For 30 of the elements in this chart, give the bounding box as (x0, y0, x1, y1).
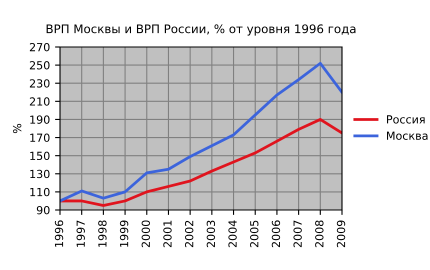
x-tick-label: 2002 (184, 220, 194, 248)
y-tick-label: 250 (30, 61, 50, 70)
line-series (60, 118, 342, 207)
y-tick-label: 90 (36, 206, 50, 214)
y-tick-label: 210 (30, 97, 50, 106)
x-tick-label: 1998 (98, 220, 107, 247)
y-tick-label: 150 (30, 152, 50, 160)
y-tick-label: 170 (30, 134, 50, 142)
x-tick-label: 2006 (272, 220, 280, 248)
x-tick-label: 2003 (206, 220, 216, 248)
x-tick-label: 2001 (163, 220, 172, 248)
y-tick-label: 110 (30, 188, 50, 196)
y-tick-label: 270 (30, 42, 50, 52)
x-tick-label: 2009 (336, 220, 346, 248)
x-tick-label: 2008 (315, 220, 324, 248)
legend-label: Москва (387, 132, 428, 140)
y-tick-label: 230 (30, 79, 50, 88)
legend-label: Россия (387, 115, 425, 124)
x-tick-label: 1997 (76, 220, 85, 247)
y-tick-label: 130 (30, 170, 50, 178)
x-tick-label: 1996 (54, 220, 64, 247)
x-tick-label: 1999 (120, 220, 128, 247)
chart-title: ВРП Москвы и ВРП России, % от уровня 1996 года (46, 24, 356, 36)
y-axis-title: % (12, 124, 22, 134)
x-tick-label: 2000 (142, 220, 150, 248)
x-tick-label: 2005 (250, 220, 258, 248)
x-tick-label: 2004 (228, 220, 237, 248)
x-tick-label: 2007 (293, 220, 302, 248)
y-tick-label: 190 (30, 115, 50, 124)
line-series (60, 62, 342, 202)
